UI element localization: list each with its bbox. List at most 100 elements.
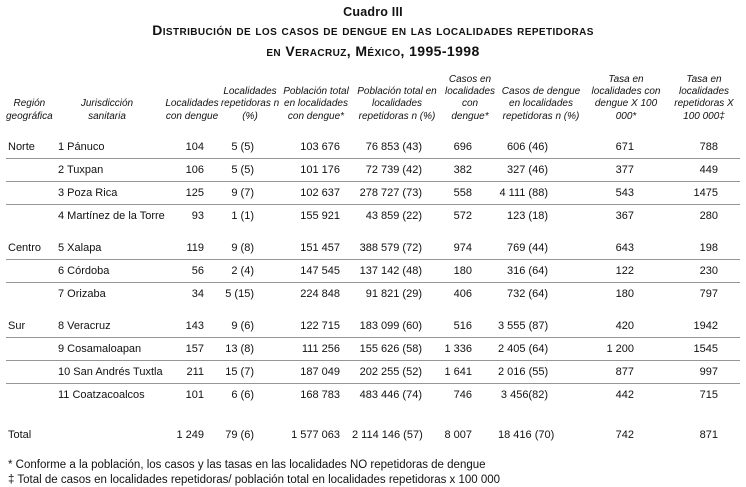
value-cell: 420 (615, 319, 634, 332)
column-header: Casos en localidades con dengue* (442, 66, 498, 136)
value-cell: 543 (584, 180, 668, 205)
value-cell: 788 (699, 140, 718, 153)
jurisdiction-cell: 11 Coatzacoalcos (50, 382, 164, 406)
jurisdiction-cell: 10 San Andrés Tuxtla (50, 359, 164, 384)
table-row: 9 Cosamaloapan 157 13 (8) 111 256 155 626 (5… (6, 336, 740, 361)
value-cell: 91 821 (29) (352, 281, 442, 305)
value-cell: 125 (164, 180, 220, 205)
value-cell: 180 (584, 281, 668, 305)
value-cell: 43 859 (22) (352, 203, 442, 227)
column-header-label: Tasa en localidades repetidoras X 100 00… (674, 74, 734, 122)
column-header-label: Población total en localidades repetidor… (357, 86, 437, 122)
value-cell: 643 (615, 241, 634, 254)
value-cell: 224 848 (280, 281, 352, 305)
value-cell: 102 637 (280, 180, 352, 205)
table-title-line2: en Veracruz, México, 1995-1998 (266, 42, 480, 59)
column-header: Región geográfica (6, 66, 53, 136)
value-cell: 516 (453, 319, 472, 332)
jurisdiction-cell: 5 Xalapa (58, 241, 102, 254)
value-cell: 2 405 (64) (498, 336, 584, 361)
value-cell: 6 (6) (220, 382, 280, 406)
jurisdiction-cell: 7 Orizaba (50, 281, 164, 305)
table-row: 6 Córdoba 56 2 (4) 147 545 137 142 (48) 180 31… (6, 258, 740, 283)
total-label: Total (8, 428, 32, 441)
table-row: 10 San Andrés Tuxtla 211 15 (7) 187 049 202 … (6, 359, 740, 384)
value-cell: 696 (453, 140, 472, 153)
value-cell: 2 (4) (220, 258, 280, 283)
jurisdiction-cell: 2 Tuxpan (50, 157, 164, 182)
column-header-label: Localidades con dengue (165, 98, 219, 122)
value-cell: 388 579 (72) (359, 241, 422, 254)
value-cell: 101 176 (280, 157, 352, 182)
value-cell: 168 783 (280, 382, 352, 406)
value-cell: 56 (164, 258, 220, 283)
column-header: Tasa en localidades con dengue X 100 000… (584, 66, 668, 136)
value-cell: 732 (64) (498, 281, 584, 305)
table-row: 11 Coatzacoalcos 101 6 (6) 168 783 483 446 (… (6, 382, 740, 406)
value-cell: 9 (6) (231, 319, 254, 332)
value-cell: 3 555 (87) (498, 319, 549, 332)
total-value-cell: 18 416 (70) (498, 428, 555, 441)
value-cell: 671 (615, 140, 634, 153)
column-header: Localidades repetidoras n (%) (220, 66, 280, 136)
table-row: 7 Orizaba 34 5 (15) 224 848 91 821 (29) 406 73… (6, 281, 740, 305)
value-cell: 122 (584, 258, 668, 283)
value-cell: 9 (8) (231, 241, 254, 254)
value-cell: 15 (7) (220, 359, 280, 384)
value-cell: 2 016 (55) (498, 359, 584, 384)
value-cell: 1 641 (442, 359, 498, 384)
value-cell: 5 (5) (220, 157, 280, 182)
column-header-label: Tasa en localidades con dengue X 100 000… (591, 74, 661, 122)
column-header: Tasa en localidades repetidoras X 100 00… (668, 66, 740, 136)
value-cell: 367 (584, 203, 668, 227)
total-value-cell: 1 249 (176, 428, 204, 441)
value-cell: 147 545 (280, 258, 352, 283)
jurisdiction-cell: 6 Córdoba (50, 258, 164, 283)
column-header-label: Localidades repetidoras n (%) (220, 86, 280, 122)
value-cell: 122 715 (300, 319, 340, 332)
table-row: Centro 5 Xalapa 119 9 (8) 151 457 388 579 (72… (6, 237, 740, 260)
region-label (6, 359, 50, 384)
value-cell: 377 (584, 157, 668, 182)
value-cell: 406 (442, 281, 498, 305)
value-cell: 1 200 (584, 336, 668, 361)
spacer-cell (6, 227, 740, 237)
footnote-asterisk: * Conforme a la población, los casos y l… (8, 458, 486, 471)
jurisdiction-cell: 9 Cosamaloapan (50, 336, 164, 361)
value-cell: 155 626 (58) (352, 336, 442, 361)
column-header-label: Jurisdicción sanitaria (80, 98, 134, 122)
table-row: Norte 1 Pánuco 104 5 (5) 103 676 76 853 (43) 6… (6, 136, 740, 159)
spacer-cell (6, 305, 740, 315)
value-cell: 746 (442, 382, 498, 406)
column-header: Localidades con dengue (164, 66, 220, 136)
value-cell: 1545 (668, 336, 740, 361)
column-header: Población total en localidades repetidor… (352, 66, 442, 136)
value-cell: 877 (584, 359, 668, 384)
total-value-cell: 2 114 146 (57) (352, 428, 423, 441)
value-cell: 180 (442, 258, 498, 283)
jurisdiction-cell: 8 Veracruz (58, 319, 111, 332)
region-label (6, 180, 50, 205)
value-cell: 997 (668, 359, 740, 384)
value-cell: 123 (18) (498, 203, 584, 227)
value-cell: 483 446 (74) (352, 382, 442, 406)
section-spacer (6, 406, 740, 424)
column-header-label: Región geográfica (6, 98, 53, 122)
section-spacer (6, 227, 740, 237)
region-label: Norte (8, 140, 35, 153)
dengue-distribution-table: Región geográfica Jurisdicción sanitaria L… (6, 66, 740, 446)
value-cell: 1 (1) (220, 203, 280, 227)
region-label (6, 258, 50, 283)
region-label (6, 157, 50, 182)
jurisdiction-cell: 4 Martínez de la Torre (50, 203, 165, 227)
footnote-double-dagger: ‡ Total de casos en localidades repetido… (8, 474, 501, 487)
value-cell: 558 (442, 180, 498, 205)
total-value-cell: 79 (6) (225, 428, 254, 441)
value-cell: 103 676 (300, 140, 340, 153)
table-row: 3 Poza Rica 125 9 (7) 102 637 278 727 (73) 55… (6, 180, 740, 205)
total-value-cell: 742 (615, 428, 634, 441)
value-cell: 442 (584, 382, 668, 406)
footnotes: * Conforme a la población, los casos y l… (6, 458, 740, 487)
total-value-cell: 1 577 063 (291, 428, 340, 441)
value-cell: 76 853 (43) (365, 140, 422, 153)
